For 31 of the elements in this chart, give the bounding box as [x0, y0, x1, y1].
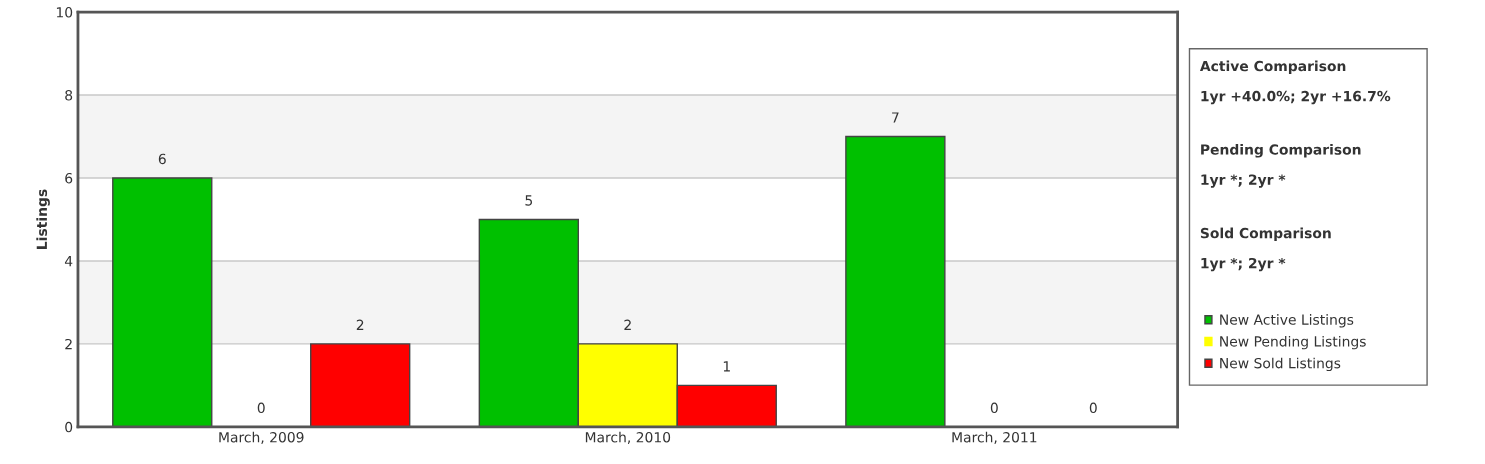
text: Pending Comparison — [1201, 144, 1361, 158]
text: 1yr *; 2yr * — [1201, 174, 1286, 188]
legend-label: New Active Listings — [1220, 314, 1354, 328]
text: Active Comparison — [1199, 60, 1346, 74]
data-label: 2 — [356, 319, 364, 330]
data-label: 2 — [624, 319, 631, 330]
y-tick-label: 6 — [65, 172, 73, 184]
y-axis-title: Listings — [36, 189, 50, 249]
x-tick-label: March, 2009 — [219, 431, 304, 444]
text: Sold Comparison — [1200, 227, 1331, 242]
legend-label: New Sold Listings — [1220, 357, 1341, 372]
y-tick-label: 0 — [65, 421, 73, 433]
text: 1yr *; 2yr * — [1201, 257, 1286, 272]
data-label: 5 — [525, 195, 533, 206]
data-label: 1 — [723, 361, 730, 372]
bar — [845, 135, 946, 427]
x-tick-label: March, 2010 — [585, 431, 671, 444]
bar — [112, 177, 213, 427]
y-tick-label: 8 — [65, 90, 73, 101]
y-tick-label: 10 — [56, 7, 73, 18]
text: 1yr +40.0%; 2yr +16.7% — [1201, 90, 1391, 105]
legend-label: New Pending Listings — [1220, 335, 1366, 350]
x-tick-label: March, 2011 — [952, 431, 1037, 444]
bar — [310, 343, 411, 427]
data-label: 0 — [257, 402, 265, 414]
y-tick-label: 2 — [65, 338, 72, 350]
data-label: 0 — [990, 402, 998, 414]
data-label: 7 — [892, 112, 899, 123]
data-label: 6 — [158, 153, 166, 165]
y-tick-label: 4 — [64, 256, 73, 267]
data-label: 0 — [1089, 402, 1097, 414]
